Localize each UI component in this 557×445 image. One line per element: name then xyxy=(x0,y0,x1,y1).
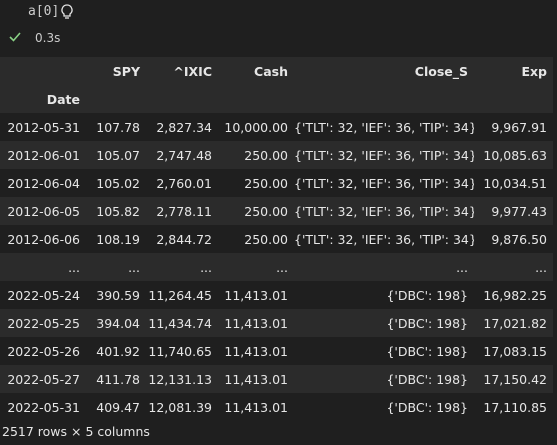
data-row: 2012-06-01 105.07 2,747.48 250.00 {'TLT': 32… xyxy=(0,141,553,169)
cell: 250.00 xyxy=(244,147,288,163)
row-index: 2022-05-24 xyxy=(7,287,80,303)
cell: 17,150.42 xyxy=(483,371,547,387)
cell: 105.82 xyxy=(96,203,140,219)
cell-code[interactable]: a[0] xyxy=(28,4,60,19)
row-index: 2012-05-31 xyxy=(7,119,80,135)
row-index: 2022-05-25 xyxy=(7,315,80,331)
cell: 9,876.50 xyxy=(491,231,547,247)
cell: 11,740.65 xyxy=(148,343,212,359)
cell: 2,827.34 xyxy=(156,119,212,135)
header-blank xyxy=(294,85,474,113)
row-index: 2012-06-01 xyxy=(7,147,80,163)
column-header: Exp xyxy=(521,63,547,79)
exec-time: 0.3s xyxy=(35,31,61,45)
header-corner xyxy=(0,57,86,85)
row-index: 2022-05-26 xyxy=(7,343,80,359)
data-row: 2022-05-31 409.47 12,081.39 11,413.01 {'DBC'… xyxy=(0,393,553,421)
data-row: 2012-06-05 105.82 2,778.11 250.00 {'TLT': 32… xyxy=(0,197,553,225)
row-index: 2012-06-05 xyxy=(7,203,80,219)
row-index: ... xyxy=(68,259,80,275)
lightbulb-icon[interactable] xyxy=(61,4,73,20)
cell: {'DBC': 198} xyxy=(386,287,468,303)
header-blank xyxy=(86,85,146,113)
cell: 11,413.01 xyxy=(224,399,288,415)
cell: 16,982.25 xyxy=(483,287,547,303)
cell: 9,967.91 xyxy=(491,119,547,135)
cell: 9,977.43 xyxy=(491,203,547,219)
cell: ... xyxy=(128,259,140,275)
cell: ... xyxy=(200,259,212,275)
cell: 12,081.39 xyxy=(148,399,212,415)
cell: 11,413.01 xyxy=(224,315,288,331)
cell: 107.78 xyxy=(96,119,140,135)
cell: 2,760.01 xyxy=(156,175,212,191)
data-row: 2012-06-04 105.02 2,760.01 250.00 {'TLT': 32… xyxy=(0,169,553,197)
cell: 12,131.13 xyxy=(148,371,212,387)
cell: {'TLT': 32, 'IEF': 36, 'TIP': 34} xyxy=(294,203,474,219)
header-blank xyxy=(474,85,553,113)
cell: 17,083.15 xyxy=(483,343,547,359)
column-header: Cash xyxy=(254,63,288,79)
data-row: 2012-06-06 108.19 2,844.72 250.00 {'TLT': 32… xyxy=(0,225,553,253)
data-row: 2022-05-27 411.78 12,131.13 11,413.01 {'DBC'… xyxy=(0,365,553,393)
cell: 10,085.63 xyxy=(483,147,547,163)
cell: 2,778.11 xyxy=(156,203,212,219)
cell: 2,844.72 xyxy=(156,231,212,247)
cell: 105.02 xyxy=(96,175,140,191)
cell: 11,434.74 xyxy=(148,315,212,331)
data-row: .................. xyxy=(0,253,553,281)
data-row: 2022-05-25 394.04 11,434.74 11,413.01 {'DBC'… xyxy=(0,309,553,337)
data-row: 2012-05-31 107.78 2,827.34 10,000.00 {'TLT':… xyxy=(0,113,553,141)
row-index: 2022-05-31 xyxy=(7,399,80,415)
cell: 11,413.01 xyxy=(224,287,288,303)
data-row: 2022-05-26 401.92 11,740.65 11,413.01 {'DBC'… xyxy=(0,337,553,365)
header-row: SPY ^IXIC Cash Close_S Exp xyxy=(0,57,553,85)
cell: 2,747.48 xyxy=(156,147,212,163)
column-header: SPY xyxy=(112,63,140,79)
cell: {'DBC': 198} xyxy=(386,371,468,387)
cell: {'TLT': 32, 'IEF': 36, 'TIP': 34} xyxy=(294,231,474,247)
cell: 401.92 xyxy=(96,343,140,359)
success-check xyxy=(9,32,21,42)
index-name-row: Date xyxy=(0,85,553,113)
row-index: 2022-05-27 xyxy=(7,371,80,387)
cell: 105.07 xyxy=(96,147,140,163)
cell: 390.59 xyxy=(96,287,140,303)
cell: 17,110.85 xyxy=(483,399,547,415)
cell: 409.47 xyxy=(96,399,140,415)
cell: 11,413.01 xyxy=(224,371,288,387)
cell: {'TLT': 32, 'IEF': 36, 'TIP': 34} xyxy=(294,147,474,163)
header-blank xyxy=(218,85,294,113)
column-header: ^IXIC xyxy=(173,63,212,79)
header-blank xyxy=(146,85,218,113)
cell: 250.00 xyxy=(244,231,288,247)
cell: 411.78 xyxy=(96,371,140,387)
index-name: Date xyxy=(46,91,80,107)
dataframe: SPY ^IXIC Cash Close_S Exp Date 2012-05-31 107… xyxy=(0,57,553,421)
row-index: 2012-06-06 xyxy=(7,231,80,247)
row-index: 2012-06-04 xyxy=(7,175,80,191)
data-row: 2022-05-24 390.59 11,264.45 11,413.01 {'DBC'… xyxy=(0,281,553,309)
column-header: Close_S xyxy=(414,63,468,79)
cell: 394.04 xyxy=(96,315,140,331)
cell: ... xyxy=(535,259,547,275)
cell: {'DBC': 198} xyxy=(386,343,468,359)
cell: {'DBC': 198} xyxy=(386,315,468,331)
cell: 10,000.00 xyxy=(224,119,288,135)
cell: {'TLT': 32, 'IEF': 36, 'TIP': 34} xyxy=(294,175,474,191)
cell: ... xyxy=(456,259,468,275)
shape-footer: 2517 rows × 5 columns xyxy=(2,424,150,439)
cell: {'DBC': 198} xyxy=(386,399,468,415)
cell: 11,264.45 xyxy=(148,287,212,303)
cell: 250.00 xyxy=(244,203,288,219)
cell: 10,034.51 xyxy=(483,175,547,191)
cell: {'TLT': 32, 'IEF': 36, 'TIP': 34} xyxy=(294,119,474,135)
cell: 17,021.82 xyxy=(483,315,547,331)
cell: 108.19 xyxy=(96,231,140,247)
cell: ... xyxy=(276,259,288,275)
cell: 11,413.01 xyxy=(224,343,288,359)
cell: 250.00 xyxy=(244,175,288,191)
